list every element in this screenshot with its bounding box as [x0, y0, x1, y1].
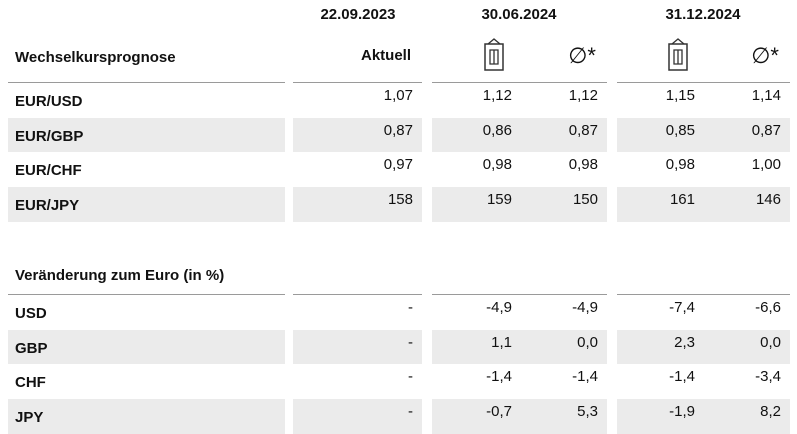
row-label: EUR/USD [15, 93, 83, 110]
divider [8, 294, 285, 295]
cell-value: 1,07 [383, 87, 413, 104]
cell-value: -4,9 [486, 299, 512, 316]
cell-value: - [408, 368, 413, 386]
row-shade [617, 117, 790, 153]
column-header: Aktuell [360, 47, 411, 64]
divider [293, 294, 422, 295]
cell-value: -7,4 [669, 299, 695, 316]
divider [8, 82, 285, 83]
row-shade [293, 117, 422, 153]
cell-value: -1,4 [572, 368, 598, 386]
cell-value: 0,98 [665, 156, 695, 174]
cell-value: - [408, 333, 413, 351]
row-label: EUR/CHF [15, 162, 82, 180]
cell-value: 0,0 [760, 333, 781, 351]
cell-value: 0,85 [665, 121, 695, 139]
row-shade [432, 399, 607, 434]
cell-value: - [408, 403, 413, 421]
row-shade [293, 329, 422, 365]
row-shade [432, 329, 607, 365]
row-shade [8, 399, 285, 434]
row-label: JPY [15, 409, 44, 427]
divider [617, 294, 790, 295]
row-shade [617, 187, 790, 222]
cell-value: 0,98 [482, 156, 512, 174]
divider [617, 82, 790, 83]
cell-value: 158 [387, 191, 413, 209]
cell-value: 161 [669, 191, 695, 209]
divider [293, 82, 422, 83]
row-shade [8, 117, 285, 153]
cell-value: -1,9 [669, 403, 695, 421]
cell-value: 2,3 [674, 333, 695, 351]
cell-value: 0,87 [383, 121, 413, 139]
cell-value: 0,87 [568, 121, 598, 139]
cell-value: -1,4 [669, 368, 695, 386]
cell-value: 1,1 [491, 333, 512, 351]
cell-value: 0,87 [751, 121, 781, 139]
section-title: Veränderung zum Euro (in %) [15, 267, 225, 284]
cell-value: 0,86 [482, 121, 512, 139]
date-header: 31.12.2024 [665, 6, 741, 23]
cell-value: -0,7 [486, 403, 512, 421]
row-shade [617, 399, 790, 434]
date-header: 30.06.2024 [481, 6, 557, 23]
cell-value: 0,97 [383, 156, 413, 174]
bank-logo [484, 38, 504, 71]
row-label: CHF [15, 374, 46, 392]
bank-logo [668, 38, 688, 71]
row-shade [293, 187, 422, 222]
column-header: ∅* [751, 43, 779, 68]
cell-value: 1,00 [751, 156, 781, 174]
cell-value: 159 [486, 191, 512, 209]
row-shade [617, 329, 790, 365]
cell-value: -6,6 [755, 299, 781, 316]
cell-value: -1,4 [486, 368, 512, 386]
cell-value: 8,2 [760, 403, 781, 421]
divider [432, 294, 607, 295]
cell-value: 5,3 [577, 403, 598, 421]
row-label: EUR/GBP [15, 127, 84, 145]
row-shade [8, 187, 285, 222]
date-header: 22.09.2023 [320, 6, 396, 23]
divider [432, 82, 607, 83]
row-label: EUR/JPY [15, 197, 80, 215]
cell-value: -4,9 [572, 299, 598, 316]
cell-value: 0,98 [568, 156, 598, 174]
cell-value: 1,12 [568, 87, 598, 104]
cell-value: 1,15 [665, 87, 695, 104]
cell-value: -3,4 [755, 368, 781, 386]
cell-value: 150 [572, 191, 598, 209]
row-label: USD [15, 305, 47, 322]
cell-value: 0,0 [577, 333, 598, 351]
cell-value: 1,14 [751, 87, 781, 104]
row-shade [432, 187, 607, 222]
cell-value: - [408, 299, 413, 316]
row-shade [8, 329, 285, 365]
row-shade [432, 117, 607, 153]
section-title: Wechselkursprognose [15, 49, 176, 66]
row-shade [293, 399, 422, 434]
cell-value: 146 [755, 191, 781, 209]
cell-value: 1,12 [482, 87, 512, 104]
row-label: GBP [15, 339, 48, 357]
column-header: ∅* [568, 43, 596, 68]
